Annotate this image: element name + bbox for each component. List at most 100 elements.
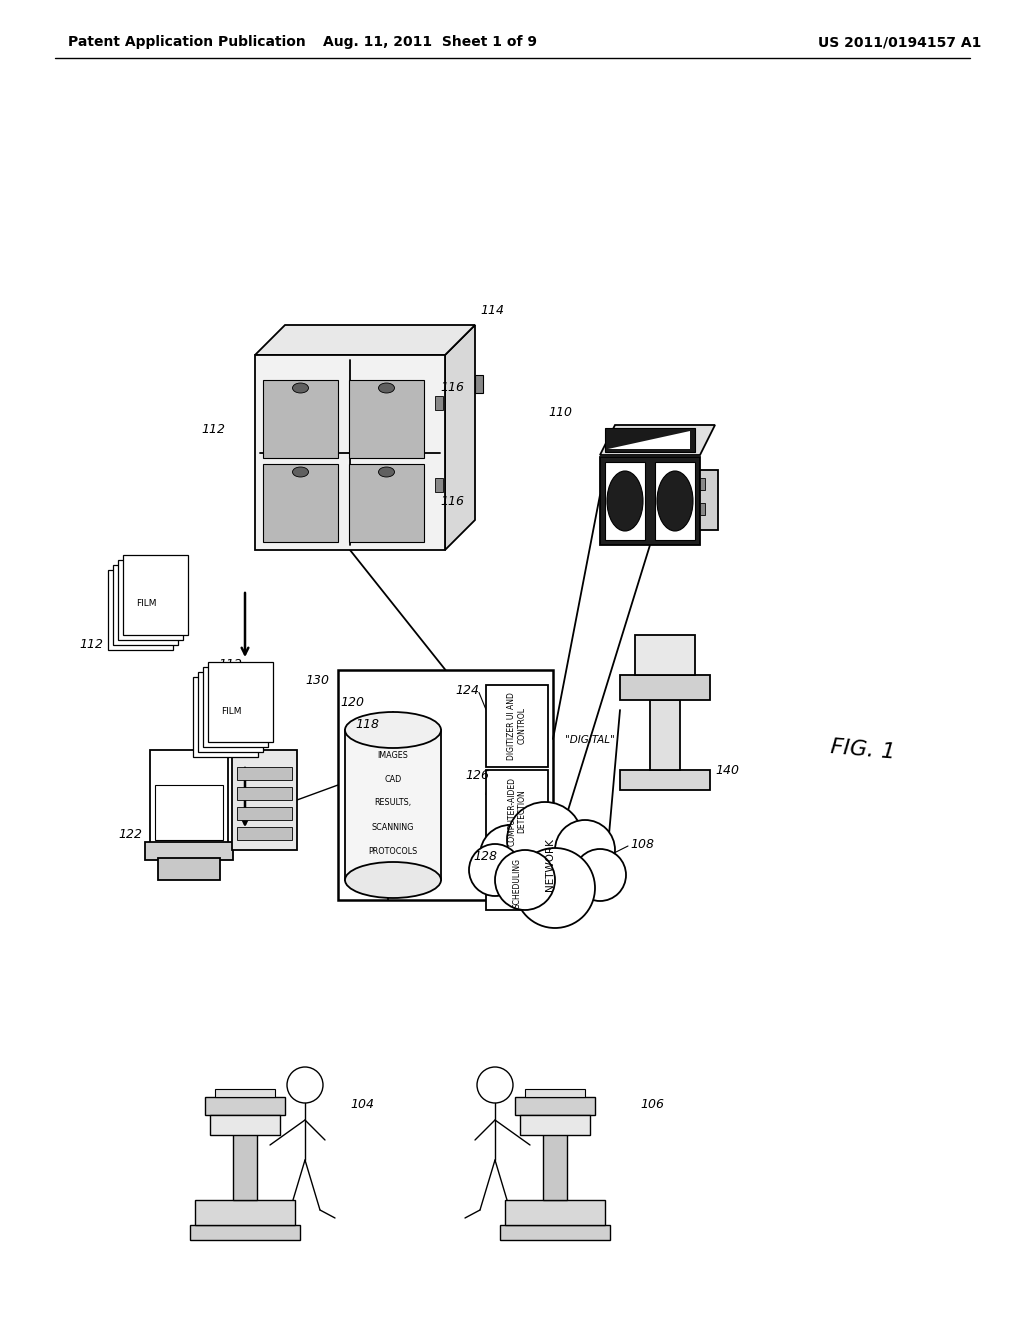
Bar	[700, 503, 705, 515]
Ellipse shape	[293, 383, 308, 393]
Bar	[263, 465, 338, 543]
Text: IMAGES: IMAGES	[378, 751, 409, 759]
Bar	[505, 1200, 605, 1225]
Text: 118: 118	[355, 718, 379, 731]
Bar	[700, 478, 705, 490]
Text: 124: 124	[455, 684, 479, 697]
Text: 140: 140	[715, 763, 739, 776]
Bar	[233, 1110, 257, 1200]
Bar	[193, 677, 258, 756]
Bar	[158, 858, 220, 880]
Bar	[215, 1089, 275, 1097]
Bar	[525, 1089, 585, 1097]
Text: US 2011/0194157 A1: US 2011/0194157 A1	[818, 36, 982, 49]
Bar	[237, 767, 292, 780]
Bar	[349, 380, 424, 458]
Bar	[620, 675, 710, 700]
Bar	[190, 1225, 300, 1239]
Text: 116: 116	[440, 495, 464, 508]
Polygon shape	[600, 425, 715, 455]
Circle shape	[477, 1067, 513, 1104]
Text: DIGITIZER UI AND
CONTROL: DIGITIZER UI AND CONTROL	[507, 692, 526, 760]
Bar	[605, 428, 695, 451]
Bar	[486, 855, 548, 909]
Bar	[486, 770, 548, 851]
Text: Aug. 11, 2011  Sheet 1 of 9: Aug. 11, 2011 Sheet 1 of 9	[323, 36, 537, 49]
Text: 108: 108	[630, 838, 654, 851]
Bar	[195, 1200, 295, 1225]
Text: 112: 112	[218, 659, 242, 672]
Text: 104: 104	[350, 1098, 374, 1111]
Bar	[255, 355, 445, 550]
Bar	[500, 1225, 610, 1239]
Text: "DIGITAL": "DIGITAL"	[565, 735, 615, 744]
Text: 102: 102	[141, 598, 165, 611]
Bar	[655, 462, 695, 540]
Text: 110: 110	[548, 405, 572, 418]
Bar	[620, 770, 710, 789]
Bar	[520, 1115, 590, 1135]
Text: 132: 132	[237, 738, 261, 751]
Ellipse shape	[345, 711, 441, 748]
Circle shape	[507, 803, 583, 878]
Text: Patent Application Publication: Patent Application Publication	[68, 36, 306, 49]
Ellipse shape	[345, 862, 441, 898]
Bar	[600, 457, 700, 545]
Bar	[237, 828, 292, 840]
Text: 106: 106	[640, 1098, 664, 1111]
Circle shape	[495, 850, 555, 909]
Text: SCANNING: SCANNING	[372, 822, 414, 832]
Ellipse shape	[607, 471, 643, 531]
Bar	[113, 565, 178, 645]
Text: NETWORK: NETWORK	[545, 838, 555, 891]
Bar	[435, 478, 443, 491]
Ellipse shape	[379, 383, 394, 393]
Circle shape	[574, 849, 626, 902]
Bar	[515, 1097, 595, 1115]
Bar	[108, 570, 173, 649]
Text: FILM: FILM	[221, 706, 242, 715]
Bar	[210, 1115, 280, 1135]
Bar	[349, 465, 424, 543]
Bar	[205, 1097, 285, 1115]
Polygon shape	[445, 325, 475, 550]
Ellipse shape	[293, 467, 308, 477]
Bar	[123, 554, 188, 635]
Bar	[486, 685, 548, 767]
Bar	[232, 750, 297, 850]
Ellipse shape	[657, 471, 693, 531]
Bar	[635, 635, 695, 675]
Circle shape	[480, 825, 540, 884]
Text: FILM: FILM	[136, 599, 157, 609]
Bar	[475, 375, 483, 393]
Ellipse shape	[379, 467, 394, 477]
Bar	[237, 787, 292, 800]
Bar	[700, 470, 718, 531]
Circle shape	[555, 820, 615, 880]
Bar	[345, 730, 441, 880]
Text: RESULTS,: RESULTS,	[375, 799, 412, 808]
Circle shape	[287, 1067, 323, 1104]
Bar	[650, 700, 680, 770]
Text: COMPUTER-AIDED
DETECTION: COMPUTER-AIDED DETECTION	[507, 776, 526, 846]
Bar	[198, 672, 263, 752]
Text: CAD: CAD	[384, 775, 401, 784]
Bar	[237, 807, 292, 820]
Text: PROTOCOLS: PROTOCOLS	[369, 846, 418, 855]
Bar	[605, 462, 645, 540]
Text: 112: 112	[79, 639, 103, 652]
Bar	[263, 380, 338, 458]
Text: SCHEDULING: SCHEDULING	[512, 858, 521, 908]
Text: 112: 112	[201, 422, 225, 436]
Bar	[145, 842, 233, 861]
Bar	[155, 785, 223, 840]
Bar	[203, 667, 268, 747]
Bar	[435, 396, 443, 409]
Circle shape	[469, 843, 521, 896]
Bar	[118, 560, 183, 640]
Circle shape	[515, 847, 595, 928]
Bar	[338, 671, 553, 900]
Polygon shape	[255, 325, 475, 355]
Text: 130: 130	[305, 673, 329, 686]
Text: 120: 120	[340, 696, 364, 709]
